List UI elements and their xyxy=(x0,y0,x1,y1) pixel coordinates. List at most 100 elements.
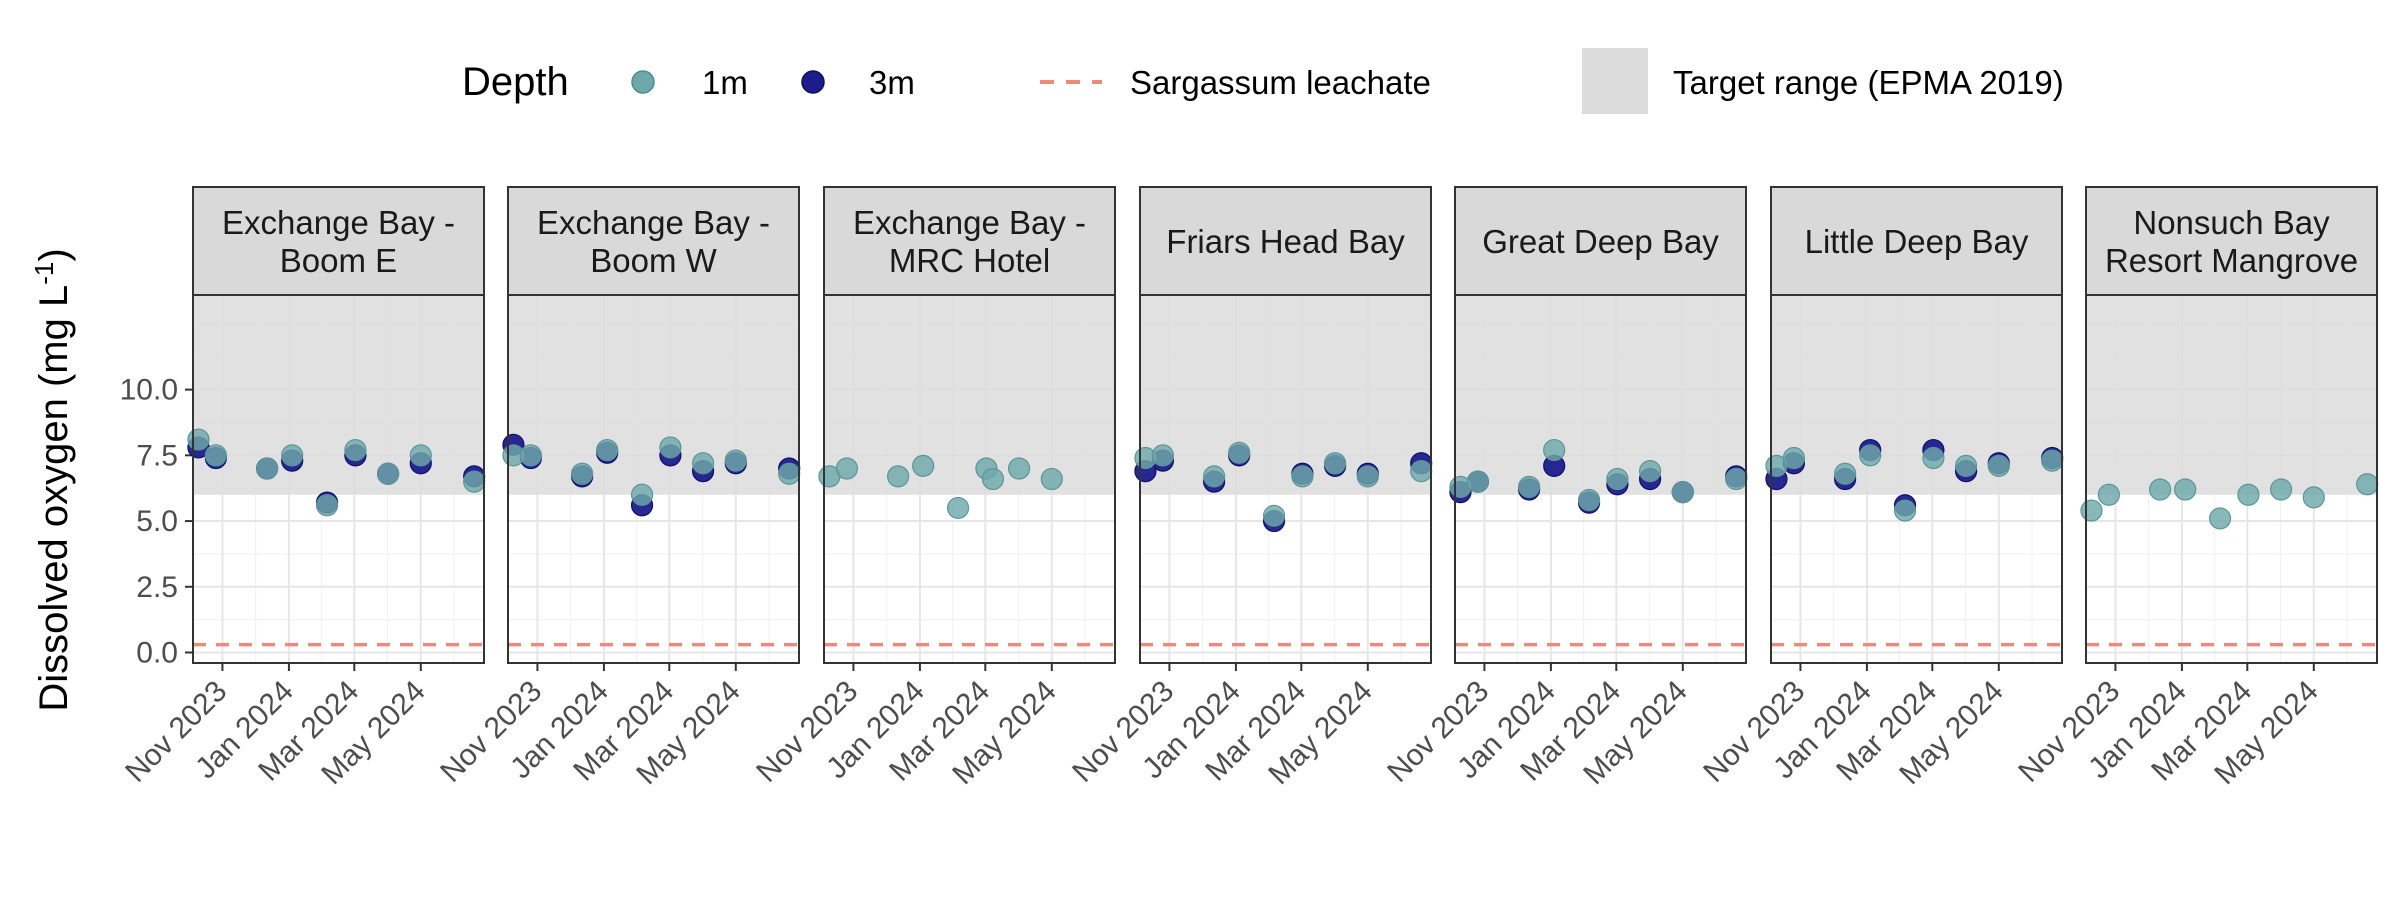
data-point-1m xyxy=(1151,444,1174,467)
data-point-1m xyxy=(981,467,1005,491)
data-point-1m xyxy=(2080,499,2103,522)
data-point-1m xyxy=(1577,488,1601,512)
data-point-1m xyxy=(315,494,339,517)
y-axis-title: Dissolved oxygen (mg L-1) 0.0 2.5 5.0 7.5 10.… xyxy=(29,248,193,712)
data-point-1m xyxy=(409,444,432,467)
data-point-1m xyxy=(2041,449,2064,472)
data-point-1m xyxy=(1323,452,1347,475)
facet-strip-label: Great Deep Bay xyxy=(1482,223,1719,260)
data-point-1m xyxy=(2356,473,2379,496)
data-point-1m xyxy=(946,496,970,520)
facet-strip xyxy=(1454,186,1747,296)
data-point-1m xyxy=(344,438,367,462)
target-range-band xyxy=(1771,295,2062,495)
y-tick-label: 7.5 xyxy=(136,439,178,472)
legend-label-3m: 3m xyxy=(869,64,915,101)
target-range-band xyxy=(508,295,799,495)
data-point-1m xyxy=(1203,465,1226,488)
data-point-1m xyxy=(2269,478,2293,501)
facet-strip-label: Boom W xyxy=(590,242,717,279)
data-point-1m xyxy=(1922,446,1945,470)
data-point-1m xyxy=(376,462,400,485)
data-point-1m xyxy=(2302,486,2325,509)
data-point-1m xyxy=(659,436,682,459)
y-tick-label: 2.5 xyxy=(136,571,178,604)
data-point-1m xyxy=(571,462,594,485)
data-point-1m xyxy=(1638,460,1662,483)
data-point-1m xyxy=(2208,507,2232,530)
facet-strip-label: Nonsuch Bay xyxy=(2133,204,2330,241)
data-point-1m xyxy=(1466,470,1489,493)
facet-strip xyxy=(1139,186,1432,296)
data-point-1m xyxy=(1228,441,1251,464)
data-point-1m xyxy=(912,454,935,477)
y-axis-title-text: Dissolved oxygen (mg L-1) xyxy=(29,248,76,711)
data-point-1m xyxy=(281,444,304,467)
data-point-1m xyxy=(1782,446,1805,470)
facet-strip-label: Exchange Bay - xyxy=(222,204,455,241)
data-point-1m xyxy=(2237,483,2260,506)
facet-strip xyxy=(2085,186,2378,296)
data-point-1m xyxy=(1893,499,1917,522)
data-point-1m xyxy=(1356,465,1379,488)
y-tick-label: 10.0 xyxy=(120,374,178,407)
data-point-1m xyxy=(1040,467,1063,491)
y-axis: 0.0 2.5 5.0 7.5 10.0 xyxy=(120,374,193,669)
data-point-1m xyxy=(1518,475,1541,498)
data-point-1m xyxy=(2149,478,2172,501)
data-point-1m xyxy=(1262,504,1286,527)
data-point-1m xyxy=(187,428,210,451)
facet-strip-label: Exchange Bay - xyxy=(537,204,770,241)
target-range-band xyxy=(193,295,484,495)
data-point-1m xyxy=(596,438,619,462)
facet-strip-label: Exchange Bay - xyxy=(853,204,1086,241)
legend-label-target-range: Target range (EPMA 2019) xyxy=(1673,64,2064,101)
facet-strip-label: MRC Hotel xyxy=(889,242,1050,279)
data-point-1m xyxy=(835,457,858,480)
data-point-1m xyxy=(463,470,486,493)
data-point-1m xyxy=(2174,478,2197,501)
legend-label-1m: 1m xyxy=(702,64,748,101)
target-range-band xyxy=(1455,295,1746,495)
data-point-1m xyxy=(1410,460,1433,483)
data-point-1m xyxy=(2097,483,2120,506)
data-point-1m xyxy=(1834,462,1857,485)
facet-strip xyxy=(1770,186,2063,296)
data-point-1m xyxy=(630,483,654,506)
target-range-band xyxy=(2086,295,2377,495)
data-point-1m xyxy=(724,449,747,472)
data-point-1m xyxy=(1859,444,1882,467)
facet-strip-label: Boom E xyxy=(280,242,397,279)
target-range-band xyxy=(824,295,1115,495)
facet-strip-label: Friars Head Bay xyxy=(1166,223,1405,260)
data-point-1m xyxy=(691,452,715,475)
legend: Depth 1m 3m Sargassum leachate Target range … xyxy=(462,48,2064,114)
y-tick-label: 0.0 xyxy=(136,636,178,669)
legend-key-1m xyxy=(631,70,655,94)
data-point-1m xyxy=(887,465,910,488)
y-tick-label: 5.0 xyxy=(136,505,178,538)
data-point-1m xyxy=(778,462,801,485)
legend-label-leachate: Sargassum leachate xyxy=(1130,64,1431,101)
facet-strip xyxy=(507,186,800,296)
data-point-1m xyxy=(519,444,542,467)
data-point-1m xyxy=(1007,457,1031,480)
data-point-1m xyxy=(1671,481,1694,504)
legend-key-3m xyxy=(801,70,825,94)
data-point-1m xyxy=(204,444,227,467)
data-point-1m xyxy=(1725,467,1748,491)
facet-strip-label: Resort Mangrove xyxy=(2105,242,2358,279)
data-point-1m xyxy=(1543,438,1566,462)
data-point-1m xyxy=(1291,465,1314,488)
facet-strip xyxy=(192,186,485,296)
data-point-1m xyxy=(256,457,279,480)
